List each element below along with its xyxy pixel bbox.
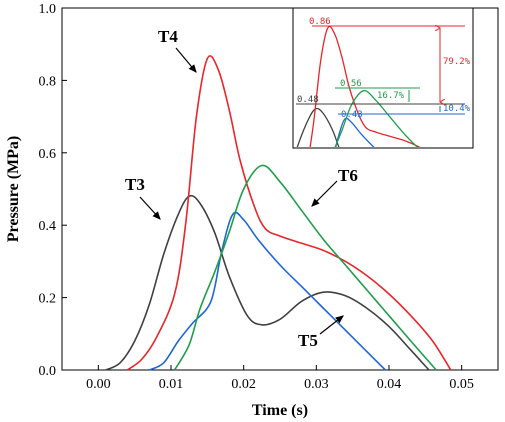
- inset-line-t4: [309, 25, 421, 147]
- y-tick-label: 1.0: [39, 2, 57, 17]
- inset-label-043: 0.43: [341, 110, 363, 120]
- inset-label-104: 10.4%: [443, 104, 471, 114]
- inset-label-792: 79.2%: [443, 57, 471, 67]
- x-tick-label: 0.00: [86, 377, 111, 392]
- series-line-t4: [126, 55, 452, 371]
- label-t6: T6: [338, 166, 358, 185]
- axis-ticks: 0.00 0.01 0.02 0.03 0.04 0.05 0.0 0.2 0.4 0.6 0.8 1…: [39, 2, 474, 392]
- y-axis-title: Pressure (MPa): [5, 136, 22, 242]
- series-line-t5: [148, 211, 386, 371]
- inset-line-t5: [335, 117, 375, 147]
- inset-label-086: 0.86: [309, 17, 331, 27]
- x-tick-label: 0.04: [377, 377, 402, 392]
- inset-frame: [292, 7, 474, 149]
- y-tick-label: 0.6: [39, 147, 57, 162]
- y-tick-label: 0.2: [39, 292, 57, 307]
- inset-panel: 0.86 0.56 0.48 0.43 79.2% 16.7% 10.4%: [292, 7, 474, 149]
- y-tick-label: 0.0: [39, 364, 57, 379]
- inset-line-t6: [334, 90, 418, 147]
- x-tick-label: 0.01: [159, 377, 184, 392]
- x-tick-label: 0.02: [231, 377, 256, 392]
- inset-label-167: 16.7%: [377, 91, 405, 101]
- y-tick-label: 0.4: [39, 219, 57, 234]
- arrow-t5: [319, 315, 344, 335]
- inset-curves: [296, 25, 421, 147]
- series-annotations: T3 T4 T6 T5: [125, 27, 358, 350]
- arrow-t4: [175, 47, 197, 73]
- y-tick-label: 0.8: [39, 74, 57, 89]
- arrow-t3: [139, 196, 161, 220]
- x-axis-title: Time (s): [252, 402, 308, 419]
- label-t5: T5: [298, 331, 318, 350]
- series-line-t6: [173, 164, 437, 371]
- arrow-t6: [311, 180, 338, 207]
- series-lines: [105, 55, 452, 371]
- label-t3: T3: [125, 175, 145, 194]
- x-tick-label: 0.03: [304, 377, 329, 392]
- inset-label-048: 0.48: [297, 95, 319, 105]
- label-t4: T4: [158, 27, 178, 46]
- x-tick-label: 0.05: [449, 377, 474, 392]
- plot-frame: [61, 7, 499, 371]
- series-line-t3: [105, 194, 430, 371]
- inset-label-056: 0.56: [340, 79, 362, 89]
